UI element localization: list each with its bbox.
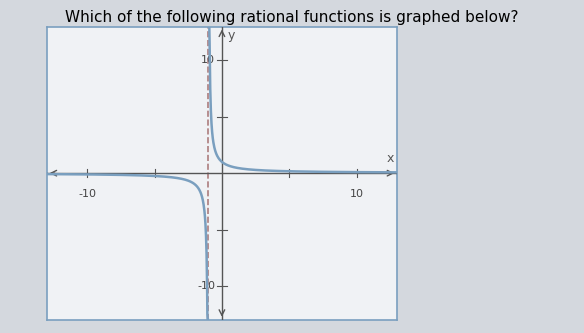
Text: -10: -10	[197, 281, 215, 291]
Text: Which of the following rational functions is graphed below?: Which of the following rational function…	[65, 10, 519, 25]
Text: 10: 10	[201, 56, 215, 66]
Text: y: y	[227, 29, 235, 42]
Text: 10: 10	[350, 189, 364, 199]
Text: x: x	[387, 152, 394, 165]
Text: -10: -10	[78, 189, 96, 199]
